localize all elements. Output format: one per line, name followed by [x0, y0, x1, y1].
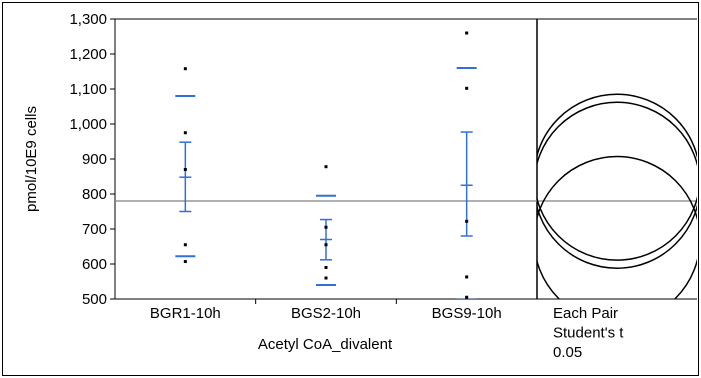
- y-tick-label: 1,100: [69, 81, 107, 98]
- y-tick-label: 900: [82, 151, 107, 168]
- comparison-circles: [537, 93, 697, 299]
- data-point: [465, 31, 469, 35]
- y-tick-label: 500: [82, 291, 107, 308]
- group-BGR1-10h: [175, 67, 196, 264]
- y-tick-label: 1,300: [69, 11, 107, 28]
- x-tick-label: BGS2-10h: [291, 305, 361, 322]
- data-point: [183, 243, 187, 247]
- data-point: [324, 165, 328, 169]
- group-BGS2-10h: [316, 165, 336, 286]
- y-tick-label: 800: [82, 186, 107, 203]
- data-point: [183, 67, 187, 71]
- data-point: [183, 131, 187, 135]
- comparison-circles-panel: Each Pair Student's t 0.05: [537, 93, 697, 361]
- data-point: [465, 86, 469, 90]
- y-tick-label: 600: [82, 256, 107, 273]
- data-point: [183, 260, 187, 264]
- data-point: [324, 266, 328, 269]
- data-point: [183, 168, 187, 171]
- data-point: [324, 276, 328, 280]
- comparison-caption-line: Each Pair: [553, 305, 618, 322]
- x-tick-label: BGR1-10h: [150, 305, 221, 322]
- data-point: [465, 275, 469, 279]
- x-tick-label: BGS9-10h: [432, 305, 502, 322]
- group-BGS9-10h: [456, 31, 477, 299]
- comparison-circle: [537, 93, 697, 261]
- comparison-circle: [537, 101, 697, 269]
- comparison-caption-line: Student's t: [553, 325, 624, 342]
- comparison-circle: [537, 155, 697, 299]
- y-tick-label: 1,000: [69, 116, 107, 133]
- y-tick-label: 700: [82, 221, 107, 238]
- data-point: [324, 243, 328, 247]
- plot-area: [114, 18, 697, 300]
- y-axis-label: pmol/10E9 cells: [23, 106, 40, 212]
- x-axis-label: Acetyl CoA_divalent: [258, 336, 393, 353]
- y-axis-ticks: 500 600 700 800 900 1,000 1,100 1,200 1,300: [69, 11, 115, 308]
- data-point: [465, 295, 469, 299]
- data-point: [324, 225, 328, 229]
- y-tick-label: 1,200: [69, 46, 107, 63]
- x-axis-ticks: BGR1-10h BGS2-10h BGS9-10h: [150, 299, 502, 322]
- data-point: [465, 219, 469, 223]
- comparison-caption-line: 0.05: [553, 344, 582, 361]
